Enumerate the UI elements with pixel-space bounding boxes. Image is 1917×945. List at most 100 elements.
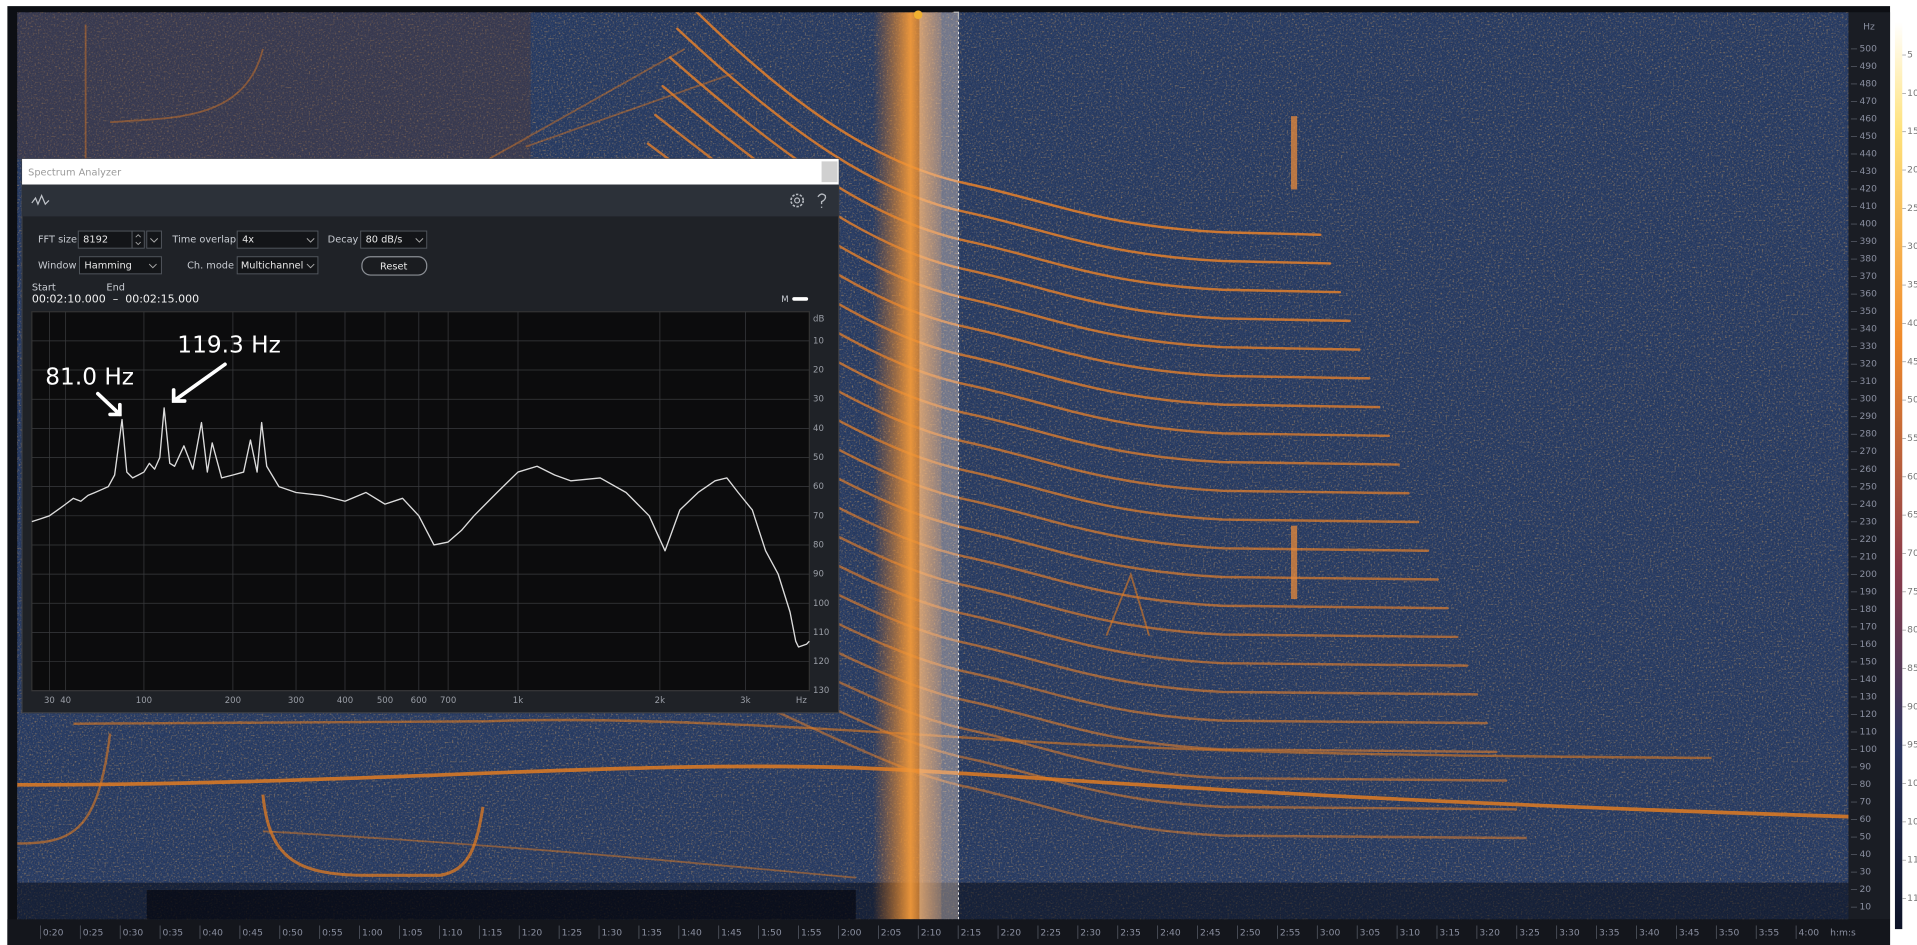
freq-label: 180 xyxy=(1859,604,1877,615)
x-tick-label: 200 xyxy=(225,696,241,706)
time-label: 1:20 xyxy=(522,927,543,938)
freq-label: 460 xyxy=(1859,113,1877,124)
freq-label: 320 xyxy=(1859,359,1877,370)
freq-label: 500 xyxy=(1859,43,1877,54)
y-tick-label: 20 xyxy=(813,366,824,376)
x-tick-label: 2k xyxy=(655,696,665,706)
freq-label: 260 xyxy=(1859,464,1877,475)
freq-label: 120 xyxy=(1859,709,1877,720)
selection[interactable] xyxy=(919,12,958,919)
freq-label: 110 xyxy=(1859,726,1877,737)
y-tick-label: 80 xyxy=(813,540,824,550)
x-tick-label: 1k xyxy=(513,696,523,706)
freq-label: 170 xyxy=(1859,621,1877,632)
page: { "spectrogram": { "time_labels": ["0:20… xyxy=(0,0,1917,945)
freq-label: 210 xyxy=(1859,551,1877,562)
freq-label: 350 xyxy=(1859,306,1877,317)
colorbar-label: 60 xyxy=(1907,471,1917,482)
time-label: 0:20 xyxy=(43,927,64,938)
time-label: 2:00 xyxy=(841,927,862,938)
y-tick-label: 60 xyxy=(813,482,824,492)
window-button[interactable] xyxy=(822,161,838,182)
freq-label: 50 xyxy=(1859,832,1871,843)
x-tick-label: 3k xyxy=(740,696,750,706)
colorbar-label: 105 xyxy=(1907,816,1917,827)
plot-area xyxy=(32,312,810,691)
time-label: 2:20 xyxy=(1001,927,1022,938)
time-label: 3:15 xyxy=(1439,927,1460,938)
x-tick-label: 500 xyxy=(377,696,393,706)
spectrogram-warm-region xyxy=(17,12,530,159)
freq-label: 310 xyxy=(1859,376,1877,387)
colorbar-label: 110 xyxy=(1907,855,1917,866)
time-label: 2:30 xyxy=(1080,927,1101,938)
colorbar-label: 95 xyxy=(1907,740,1917,751)
decay-label: Decay xyxy=(328,235,359,246)
fft-size-spinner[interactable] xyxy=(132,231,144,248)
freq-label: 470 xyxy=(1859,96,1877,107)
y-tick-label: 100 xyxy=(813,599,829,609)
colorbar-label: 35 xyxy=(1907,280,1917,291)
colorbar-label: 85 xyxy=(1907,663,1917,674)
x-tick-label: 30 xyxy=(44,696,55,706)
time-label: 1:30 xyxy=(601,927,622,938)
title-bar xyxy=(22,159,839,185)
annotation: 81.0 Hz xyxy=(45,363,134,390)
reset-label: Reset xyxy=(380,262,407,273)
y-tick-label: 130 xyxy=(813,686,829,696)
time-label: 3:50 xyxy=(1719,927,1740,938)
time-label: 0:50 xyxy=(282,927,303,938)
freq-label: 90 xyxy=(1859,762,1871,773)
freq-label: 340 xyxy=(1859,324,1877,335)
time-label: 2:15 xyxy=(961,927,982,938)
time-label: 0:25 xyxy=(83,927,104,938)
freq-label: 300 xyxy=(1859,394,1877,405)
y-tick-label: 70 xyxy=(813,511,824,521)
x-tick-label: 700 xyxy=(440,696,456,706)
y-tick-label: 120 xyxy=(813,657,829,667)
time-label: 3:20 xyxy=(1479,927,1500,938)
colorbar xyxy=(1895,22,1902,929)
freq-label: 330 xyxy=(1859,341,1877,352)
colorbar-label: 80 xyxy=(1907,625,1917,636)
panel-title: Spectrum Analyzer xyxy=(28,167,122,178)
colorbar-label: 15 xyxy=(1907,126,1917,137)
freq-label: 390 xyxy=(1859,236,1877,247)
freq-label: 220 xyxy=(1859,534,1877,545)
colorbar-label: 40 xyxy=(1907,318,1917,329)
colorbar-label: 90 xyxy=(1907,701,1917,712)
time-label: 3:55 xyxy=(1759,927,1780,938)
time-label: 3:35 xyxy=(1599,927,1620,938)
y-unit: dB xyxy=(813,315,824,325)
freq-label: 420 xyxy=(1859,184,1877,195)
channel-swatch[interactable] xyxy=(792,297,808,301)
colorbar-label: 65 xyxy=(1907,510,1917,521)
y-tick-label: 50 xyxy=(813,453,824,463)
freq-label: 80 xyxy=(1859,779,1871,790)
time-label: 3:30 xyxy=(1559,927,1580,938)
fft-size-value: 8192 xyxy=(83,235,108,246)
colorbar-label: 100 xyxy=(1907,778,1917,789)
freq-label: 270 xyxy=(1859,446,1877,457)
time-label: 3:25 xyxy=(1519,927,1540,938)
y-tick-label: 30 xyxy=(813,395,824,405)
freq-label: 280 xyxy=(1859,429,1877,440)
ch-mode-label: Ch. mode xyxy=(187,260,234,271)
x-tick-label: 600 xyxy=(411,696,427,706)
freq-label: 140 xyxy=(1859,674,1877,685)
x-unit: Hz xyxy=(796,696,807,706)
time-overlap-value: 4x xyxy=(242,235,254,246)
time-label: 2:45 xyxy=(1200,927,1221,938)
time-label: 3:10 xyxy=(1400,927,1421,938)
colorbar-label: 55 xyxy=(1907,433,1917,444)
freq-label: 410 xyxy=(1859,201,1877,212)
y-tick-label: 40 xyxy=(813,424,824,434)
freq-label: 160 xyxy=(1859,639,1877,650)
fft-size-dropdown[interactable] xyxy=(147,231,162,248)
freq-label: 480 xyxy=(1859,78,1877,89)
colorbar-label: 25 xyxy=(1907,203,1917,214)
x-tick-label: 100 xyxy=(136,696,152,706)
colorbar-label: 20 xyxy=(1907,165,1917,176)
playhead-marker[interactable] xyxy=(914,10,923,19)
time-label: 1:40 xyxy=(681,927,702,938)
